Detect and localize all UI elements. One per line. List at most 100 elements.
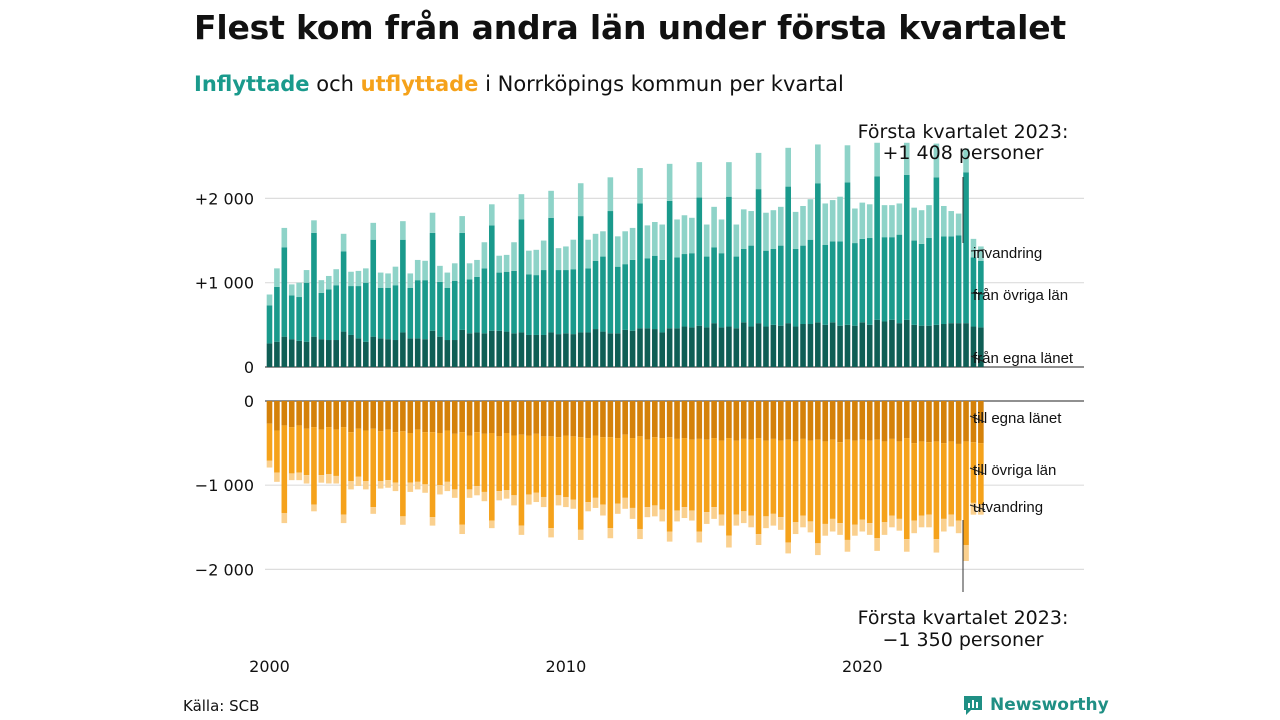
bar-in-från-egna-länet — [429, 330, 436, 367]
bar-out-till-egna-länet — [748, 401, 754, 440]
bar-in-invandring — [970, 238, 977, 258]
y-tick-bottom: −1 000 — [195, 476, 254, 495]
bar-in-invandring — [585, 239, 591, 269]
bar-in-från-egna-länet — [711, 323, 717, 367]
bar-in-från-övriga-län — [540, 270, 547, 335]
bar-in-invandring — [274, 268, 280, 287]
bar-in-från-egna-länet — [896, 323, 903, 367]
bar-out-till-övriga-län — [970, 442, 977, 503]
bar-in-från-egna-länet — [518, 332, 525, 367]
series-label-in: från egna länet — [973, 350, 1074, 367]
series-label-out: till egna länet — [973, 410, 1062, 427]
bar-in-invandring — [385, 273, 391, 288]
bar-out-till-övriga-län — [288, 427, 295, 474]
bar-out-utvandring — [777, 517, 784, 530]
bar-out-till-övriga-län — [363, 430, 369, 481]
bar-out-till-egna-länet — [637, 401, 643, 437]
bar-out-till-egna-länet — [733, 401, 740, 441]
bar-in-från-egna-länet — [274, 341, 280, 367]
leader-line — [969, 415, 985, 423]
bar-out-till-egna-länet — [726, 401, 732, 439]
bar-out-till-egna-länet — [926, 401, 932, 443]
bar-in-från-egna-länet — [748, 326, 754, 367]
bar-in-från-övriga-län — [837, 241, 843, 326]
bar-out-till-egna-länet — [570, 401, 577, 437]
bar-in-invandring — [926, 205, 932, 239]
bar-in-från-övriga-län — [266, 305, 273, 344]
bar-in-från-övriga-län — [496, 272, 503, 331]
bar-out-till-egna-länet — [652, 401, 658, 438]
bar-in-invandring — [978, 246, 984, 261]
bar-in-invandring — [281, 227, 288, 248]
bar-out-utvandring — [785, 542, 791, 554]
bar-in-invandring — [503, 254, 510, 272]
bar-out-till-egna-länet — [555, 401, 562, 438]
bar-in-från-övriga-län — [815, 183, 821, 323]
bar-in-från-egna-länet — [266, 343, 273, 367]
bar-out-utvandring — [948, 514, 955, 527]
bar-out-till-övriga-län — [355, 428, 362, 477]
bar-in-från-övriga-län — [407, 287, 414, 339]
bar-in-från-egna-länet — [829, 322, 836, 367]
bar-out-till-egna-länet — [577, 401, 584, 438]
bar-in-invandring — [889, 205, 895, 238]
bar-in-invandring — [607, 177, 614, 212]
bar-out-till-övriga-län — [526, 435, 532, 495]
bar-in-från-egna-länet — [948, 323, 955, 367]
bar-out-utvandring — [511, 495, 517, 506]
annotation-top-line2: +1 408 personer — [883, 142, 1044, 164]
bar-in-invandring — [933, 143, 940, 178]
bar-out-till-övriga-län — [777, 440, 784, 518]
bar-out-till-egna-länet — [896, 401, 903, 442]
bar-out-utvandring — [711, 507, 717, 519]
bar-out-till-egna-länet — [689, 401, 695, 440]
bar-in-invandring — [355, 270, 362, 287]
bar-in-från-övriga-län — [740, 248, 747, 323]
bar-in-invandring — [911, 207, 917, 241]
bar-out-till-egna-länet — [600, 401, 606, 438]
bar-in-invandring — [614, 236, 621, 267]
leader-line — [969, 467, 985, 475]
bar-out-till-egna-länet — [348, 401, 354, 433]
bar-in-från-övriga-län — [844, 182, 851, 325]
bar-in-invandring — [451, 263, 458, 282]
bar-out-utvandring — [540, 496, 547, 508]
bar-out-till-övriga-län — [740, 438, 747, 512]
bar-in-invandring — [866, 204, 873, 239]
bar-out-till-egna-länet — [763, 401, 769, 441]
bar-out-utvandring — [844, 539, 851, 552]
bar-in-från-övriga-län — [896, 234, 903, 324]
bar-out-till-övriga-län — [533, 433, 540, 493]
bar-out-till-övriga-län — [874, 439, 880, 539]
bar-out-utvandring — [792, 522, 799, 535]
bar-in-från-övriga-län — [681, 254, 688, 327]
bar-in-från-egna-länet — [777, 325, 784, 367]
bar-out-utvandring — [681, 507, 688, 519]
bar-out-utvandring — [963, 544, 969, 561]
bar-out-till-övriga-län — [696, 438, 703, 532]
bar-in-från-egna-länet — [852, 325, 858, 367]
bar-in-från-egna-länet — [718, 327, 725, 367]
bar-in-från-egna-länet — [392, 340, 399, 367]
bar-in-invandring — [266, 294, 273, 306]
bar-out-till-egna-länet — [288, 401, 295, 428]
bar-in-invandring — [296, 282, 302, 298]
y-tick-top: 0 — [244, 358, 254, 377]
bar-out-till-övriga-län — [844, 439, 851, 540]
bar-in-från-egna-länet — [377, 338, 384, 367]
bar-out-till-egna-länet — [644, 401, 651, 440]
bar-out-utvandring — [288, 473, 295, 481]
bar-out-till-övriga-län — [866, 440, 873, 524]
bar-out-till-egna-länet — [815, 401, 821, 440]
bar-out-till-övriga-län — [807, 440, 814, 522]
bar-in-från-övriga-län — [444, 287, 451, 341]
chart-title: Flest kom från andra län under första kv… — [194, 8, 1066, 47]
bar-out-till-övriga-län — [274, 430, 280, 473]
bar-in-från-övriga-län — [903, 174, 910, 320]
bar-out-till-övriga-län — [592, 435, 599, 498]
bar-out-utvandring — [466, 489, 473, 498]
bar-in-från-egna-länet — [540, 334, 547, 367]
bar-in-från-övriga-län — [696, 197, 703, 326]
bar-in-från-egna-länet — [303, 341, 310, 367]
bar-out-utvandring — [622, 497, 628, 509]
